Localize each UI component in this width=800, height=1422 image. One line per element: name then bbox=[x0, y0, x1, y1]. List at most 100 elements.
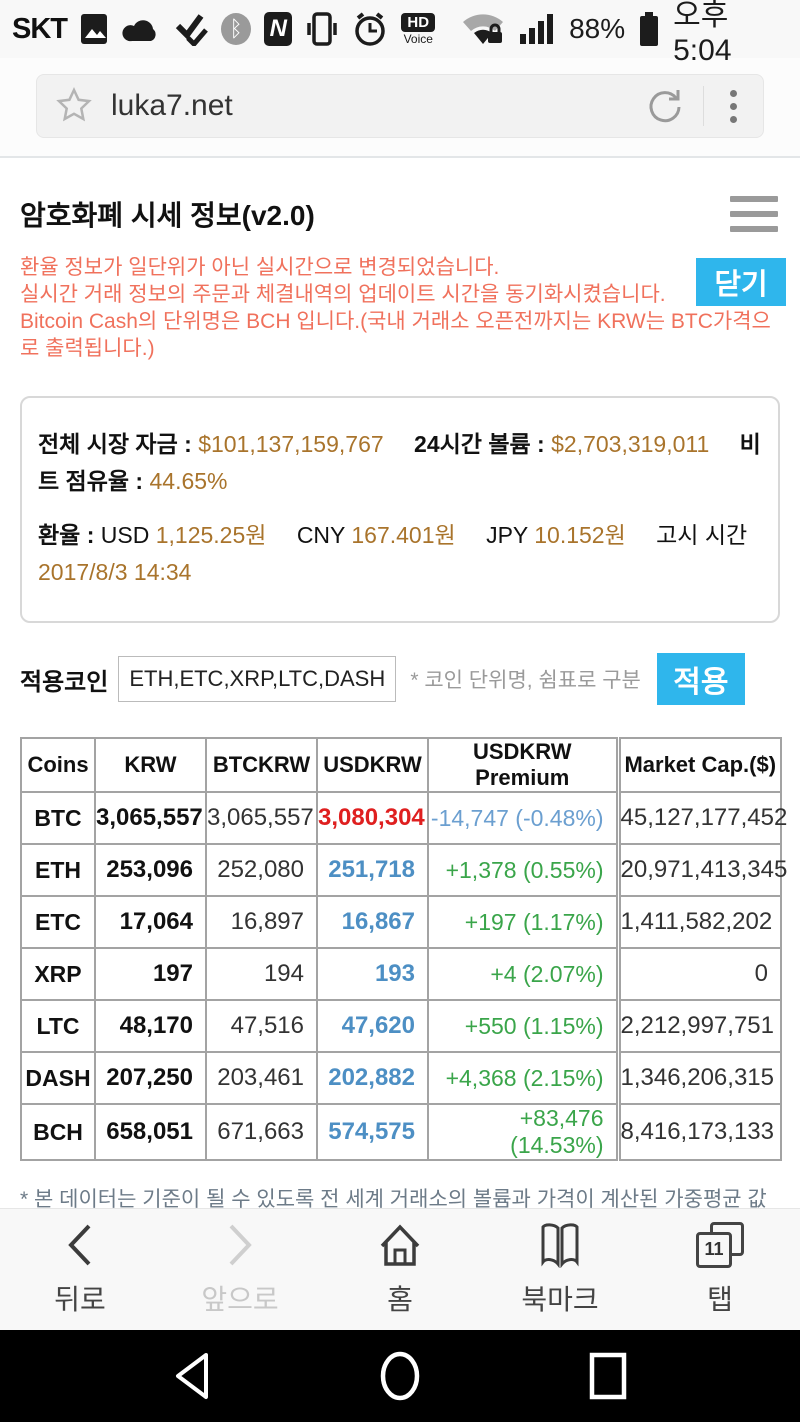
table-row: ETH 253,096 252,080 251,718 +1,378 (0.55… bbox=[20, 843, 787, 897]
usdkrw-cell: 574,575 bbox=[316, 1103, 429, 1161]
screenshot-image-icon bbox=[80, 12, 108, 46]
jpy-label: JPY bbox=[486, 521, 528, 548]
android-home-icon[interactable] bbox=[378, 1349, 422, 1403]
wifi-lock-icon bbox=[461, 12, 507, 46]
btckrw-cell: 671,663 bbox=[205, 1103, 318, 1161]
krw-cell: 207,250 bbox=[94, 1051, 207, 1105]
coin-cell: XRP bbox=[20, 947, 96, 1001]
btckrw-cell: 194 bbox=[205, 947, 318, 1001]
coin-filter-hint: * 코인 단위명, 쉼표로 구분 bbox=[410, 669, 641, 692]
market-cap-cell: 2,212,997,751 bbox=[615, 999, 782, 1053]
total-market-cap-value: $101,137,159,767 bbox=[198, 431, 384, 457]
header-btckrw: BTCKRW bbox=[205, 737, 318, 793]
market-cap-cell: 0 bbox=[615, 947, 782, 1001]
apply-button[interactable]: 적용 bbox=[656, 653, 745, 705]
header-usdkrw: USDKRW bbox=[316, 737, 429, 793]
btc-dominance-value: 44.65% bbox=[149, 468, 228, 495]
volume-24h-label: 24시간 볼륨 : bbox=[414, 431, 545, 457]
home-icon bbox=[380, 1223, 420, 1266]
browser-menu-icon[interactable] bbox=[722, 86, 745, 127]
close-notice-button[interactable]: 닫기 bbox=[696, 258, 786, 306]
coin-cell: DASH bbox=[20, 1051, 96, 1105]
market-cap-cell: 1,346,206,315 bbox=[615, 1051, 782, 1105]
usdkrw-cell: 47,620 bbox=[316, 999, 429, 1053]
status-bar: SKT ᛒ N HD Voice 88% 오후 5:04 bbox=[0, 0, 800, 67]
header-market-cap: Market Cap.($) bbox=[615, 737, 782, 793]
volume-24h-value: $2,703,319,011 bbox=[551, 431, 710, 457]
tabs-button[interactable]: 11 탭 bbox=[640, 1221, 800, 1318]
coin-cell: ETC bbox=[20, 895, 96, 949]
btckrw-cell: 47,516 bbox=[205, 999, 318, 1053]
premium-cell: +83,476 (14.53%) bbox=[427, 1103, 619, 1161]
premium-cell: +197 (1.17%) bbox=[427, 895, 619, 949]
home-button[interactable]: 홈 bbox=[320, 1222, 480, 1318]
tabs-icon: 11 bbox=[696, 1221, 744, 1268]
bluetooth-icon: ᛒ bbox=[221, 13, 252, 45]
android-back-icon[interactable] bbox=[172, 1351, 212, 1401]
tabs-label: 탭 bbox=[707, 1283, 733, 1315]
coin-filter-input[interactable] bbox=[118, 656, 397, 702]
notice-line: 환율 정보가 일단위가 아닌 실시간으로 변경되었습니다. bbox=[20, 256, 500, 279]
krw-cell: 3,065,557 bbox=[94, 791, 207, 845]
header-coins: Coins bbox=[20, 737, 96, 793]
btc-dominance-label: 비트 점유율 : bbox=[38, 431, 761, 495]
android-nav-bar bbox=[0, 1330, 800, 1422]
krw-cell: 253,096 bbox=[94, 843, 207, 897]
forward-button[interactable]: 앞으로 bbox=[160, 1222, 320, 1318]
android-recents-icon[interactable] bbox=[588, 1351, 628, 1401]
back-chevron-icon bbox=[68, 1224, 91, 1265]
refresh-icon[interactable] bbox=[645, 86, 685, 126]
sync-check-icon bbox=[174, 12, 208, 46]
bookmark-button[interactable]: 북마크 bbox=[480, 1222, 640, 1318]
battery-percent: 88% bbox=[569, 13, 626, 44]
btckrw-cell: 3,065,557 bbox=[205, 791, 318, 845]
bookmark-book-icon bbox=[541, 1222, 579, 1268]
premium-cell: +4 (2.07%) bbox=[427, 947, 619, 1001]
vibrate-icon bbox=[305, 11, 339, 47]
usdkrw-cell: 16,867 bbox=[316, 895, 429, 949]
table-row: BCH 658,051 671,663 574,575 +83,476 (14.… bbox=[20, 1103, 782, 1161]
carrier-label: SKT bbox=[12, 12, 68, 45]
header-krw: KRW bbox=[94, 737, 207, 793]
forward-chevron-icon bbox=[229, 1224, 252, 1265]
bookmark-star-icon[interactable] bbox=[55, 87, 93, 125]
alarm-icon bbox=[352, 11, 388, 47]
krw-cell: 197 bbox=[94, 947, 207, 1001]
price-table: Coins KRW BTCKRW USDKRW USDKRW Premium M… bbox=[20, 737, 787, 1161]
usdkrw-cell: 251,718 bbox=[316, 843, 429, 897]
krw-cell: 48,170 bbox=[94, 999, 207, 1053]
hd-voice-icon: HD Voice bbox=[401, 13, 436, 45]
quote-time-label: 고시 시간 bbox=[656, 521, 748, 548]
bookmark-label: 북마크 bbox=[521, 1283, 599, 1315]
table-header-row: Coins KRW BTCKRW USDKRW USDKRW Premium M… bbox=[20, 737, 782, 793]
table-row: XRP 197 194 193 +4 (2.07%) 0 bbox=[20, 947, 782, 1001]
forward-label: 앞으로 bbox=[201, 1283, 279, 1315]
coin-cell: BCH bbox=[20, 1103, 96, 1161]
premium-cell: +550 (1.15%) bbox=[427, 999, 619, 1053]
battery-icon bbox=[638, 11, 660, 47]
clock-time: 오후 5:04 bbox=[673, 0, 732, 67]
notice-line: Bitcoin Cash의 단위명은 BCH 입니다.(국내 거래소 오픈전까지… bbox=[20, 310, 771, 360]
total-market-cap-label: 전체 시장 자금 : bbox=[38, 431, 192, 457]
page-title: 암호화폐 시세 정보(v2.0) bbox=[20, 200, 315, 231]
back-button[interactable]: 뒤로 bbox=[0, 1222, 160, 1318]
premium-cell: -14,747 (-0.48%) bbox=[427, 791, 619, 845]
toolbar-divider bbox=[703, 86, 704, 126]
btckrw-cell: 203,461 bbox=[205, 1051, 318, 1105]
table-row: DASH 207,250 203,461 202,882 +4,368 (2.1… bbox=[20, 1051, 782, 1105]
cloud-icon bbox=[121, 15, 161, 43]
hamburger-menu-icon[interactable] bbox=[728, 192, 780, 236]
usdkrw-cell: 3,080,304 bbox=[316, 791, 429, 845]
jpy-rate-value: 10.152원 bbox=[534, 521, 626, 548]
market-cap-cell: 1,411,582,202 bbox=[615, 895, 782, 949]
url-bar[interactable]: luka7.net bbox=[36, 74, 764, 138]
usd-label: USD bbox=[100, 521, 150, 548]
page-content: 암호화폐 시세 정보(v2.0) 환율 정보가 일단위가 아닌 실시간으로 변경… bbox=[0, 192, 800, 1329]
table-row: LTC 48,170 47,516 47,620 +550 (1.15%) 2,… bbox=[20, 999, 782, 1053]
usdkrw-cell: 202,882 bbox=[316, 1051, 429, 1105]
nfc-icon: N bbox=[264, 12, 293, 46]
premium-cell: +1,378 (0.55%) bbox=[427, 843, 619, 897]
cny-rate-value: 167.401원 bbox=[351, 521, 456, 548]
url-text[interactable]: luka7.net bbox=[111, 89, 233, 122]
usdkrw-cell: 193 bbox=[316, 947, 429, 1001]
